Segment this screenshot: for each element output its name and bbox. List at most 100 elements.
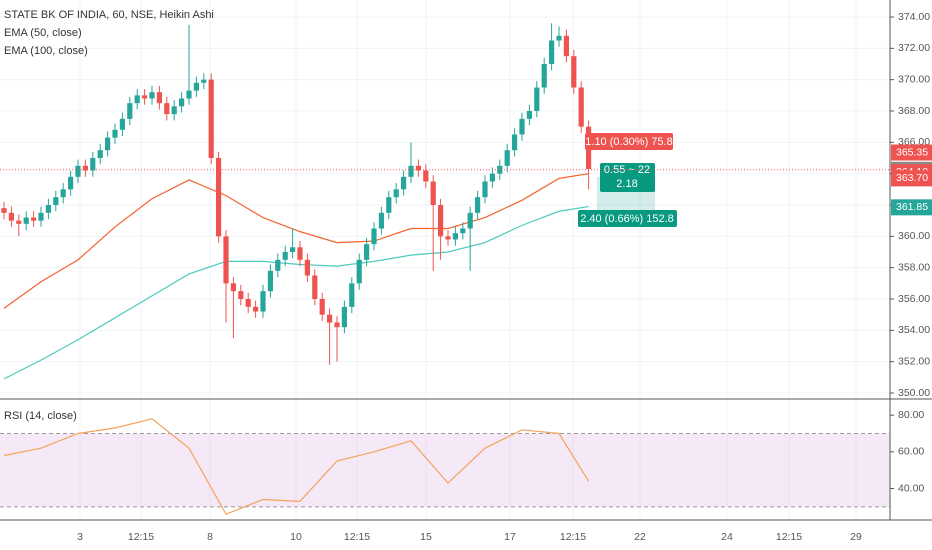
candle-body bbox=[519, 118, 525, 135]
x-tick-label: 24 bbox=[721, 531, 733, 543]
candle-body bbox=[327, 314, 333, 323]
candle-body bbox=[378, 212, 384, 229]
candle-body bbox=[541, 64, 547, 88]
candle-body bbox=[290, 247, 296, 252]
candle-body bbox=[497, 165, 503, 174]
price-tag bbox=[891, 199, 932, 216]
candle-body bbox=[8, 212, 14, 221]
rsi-legend: RSI (14, close) bbox=[4, 410, 77, 422]
candle-body bbox=[16, 220, 22, 224]
x-tick-label: 17 bbox=[504, 531, 516, 543]
candle-body bbox=[171, 106, 177, 115]
x-tick-label: 29 bbox=[850, 531, 862, 543]
candle-body bbox=[319, 299, 325, 315]
y-tick-label: 352.00 bbox=[898, 355, 930, 367]
candle-body bbox=[208, 79, 214, 158]
candle-body bbox=[460, 228, 466, 234]
candle-body bbox=[563, 35, 569, 57]
candle-body bbox=[534, 87, 540, 111]
candle-body bbox=[356, 259, 362, 284]
candle-body bbox=[179, 98, 185, 107]
x-tick-label: 15 bbox=[420, 531, 432, 543]
candle-body bbox=[186, 90, 192, 99]
candle-body bbox=[445, 236, 451, 240]
price-tag bbox=[891, 144, 932, 161]
candle-body bbox=[75, 165, 81, 177]
candle-body bbox=[68, 176, 74, 190]
annotation: 1.10 (0.30%) 75.8 bbox=[585, 136, 672, 148]
candle-body bbox=[82, 165, 88, 171]
ema-line bbox=[3, 173, 589, 309]
candle-body bbox=[223, 236, 229, 284]
candle-body bbox=[549, 40, 555, 64]
candle-body bbox=[164, 103, 170, 115]
candle-body bbox=[401, 176, 407, 190]
candle-body bbox=[312, 275, 318, 299]
candle-body bbox=[142, 95, 148, 99]
annotation: 2.18 bbox=[616, 178, 637, 190]
y-tick-label: 372.00 bbox=[898, 42, 930, 54]
x-tick-label: 12:15 bbox=[128, 531, 154, 543]
candle-body bbox=[112, 129, 118, 138]
candle-body bbox=[415, 165, 421, 171]
candle-body bbox=[526, 111, 532, 119]
y-tick-label: 374.00 bbox=[898, 11, 930, 23]
candle-body bbox=[156, 92, 162, 104]
candle-body bbox=[1, 208, 7, 213]
candle-body bbox=[512, 134, 518, 151]
candle-body bbox=[371, 228, 377, 245]
candle-body bbox=[364, 244, 370, 260]
candle-body bbox=[193, 82, 199, 91]
candle-body bbox=[489, 173, 495, 182]
candle-body bbox=[127, 103, 133, 119]
y-tick-label: 40.00 bbox=[898, 482, 924, 494]
candle-body bbox=[216, 158, 222, 237]
annotation-box bbox=[585, 133, 673, 150]
candle-body bbox=[349, 283, 355, 307]
candle-body bbox=[230, 283, 236, 292]
y-tick-label: 354.00 bbox=[898, 324, 930, 336]
candle-body bbox=[201, 79, 207, 83]
candle-body bbox=[393, 189, 399, 198]
candle-body bbox=[423, 170, 429, 182]
candle-body bbox=[475, 197, 481, 213]
rsi-line bbox=[3, 418, 590, 515]
candle-body bbox=[90, 158, 96, 171]
x-tick-label: 8 bbox=[207, 531, 213, 543]
rsi-band bbox=[0, 433, 890, 507]
candle-body bbox=[341, 306, 347, 328]
candle-body bbox=[438, 205, 444, 237]
x-tick-label: 3 bbox=[77, 531, 83, 543]
y-tick-label: 360.00 bbox=[898, 230, 930, 242]
candle-body bbox=[504, 150, 510, 166]
price-tag-label: 363.70 bbox=[896, 172, 928, 184]
candle-body bbox=[482, 181, 488, 198]
x-tick-label: 10 bbox=[290, 531, 302, 543]
candle-body bbox=[238, 291, 244, 299]
y-tick-label: 356.00 bbox=[898, 293, 930, 305]
candle-body bbox=[304, 259, 310, 276]
candle-body bbox=[60, 189, 66, 198]
x-tick-label: 12:15 bbox=[560, 531, 586, 543]
candle-body bbox=[467, 212, 473, 229]
price-tag bbox=[891, 170, 932, 187]
candle-body bbox=[430, 181, 436, 205]
x-tick-label: 22 bbox=[634, 531, 646, 543]
annotation-box bbox=[600, 163, 655, 192]
candle-body bbox=[105, 137, 111, 151]
candle-body bbox=[275, 259, 281, 271]
candle-body bbox=[119, 118, 125, 130]
candle-body bbox=[31, 217, 37, 221]
y-tick-label: 368.00 bbox=[898, 105, 930, 117]
y-tick-label: 350.00 bbox=[898, 387, 930, 399]
candle-body bbox=[134, 95, 140, 104]
y-tick-label: 80.00 bbox=[898, 409, 924, 421]
chart-title: STATE BK OF INDIA, 60, NSE, Heikin Ashi bbox=[4, 9, 214, 21]
candle-body bbox=[245, 299, 251, 307]
candle-body bbox=[297, 247, 303, 260]
candle-body bbox=[578, 87, 584, 127]
candle-body bbox=[334, 322, 340, 328]
candle-body bbox=[267, 270, 273, 292]
candle-body bbox=[38, 212, 44, 221]
